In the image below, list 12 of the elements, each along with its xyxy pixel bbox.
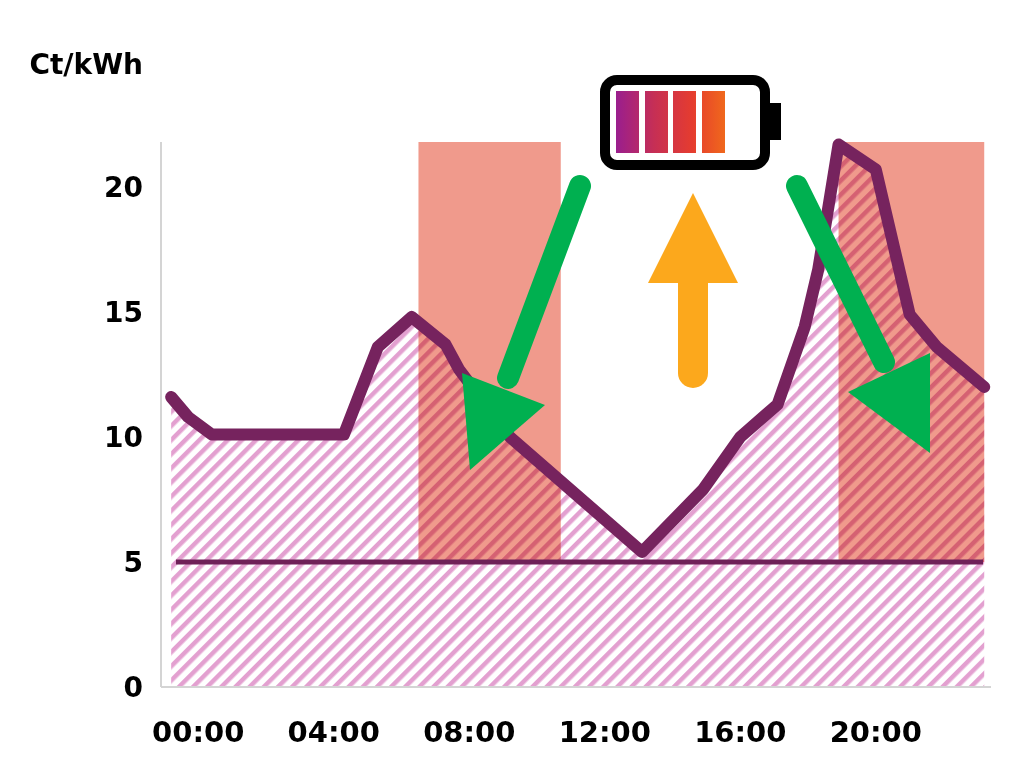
x-tick-label: 00:00 [152, 715, 245, 749]
x-tick-label: 12:00 [558, 715, 651, 749]
y-tick-label: 15 [104, 295, 143, 329]
x-tick-label: 16:00 [694, 715, 787, 749]
x-tick-label: 20:00 [829, 715, 922, 749]
y-tick-label: 10 [104, 420, 143, 454]
y-axis-title: Ct/kWh [29, 48, 143, 81]
y-tick-label: 0 [123, 670, 143, 704]
y-tick-label: 20 [104, 170, 143, 204]
x-tick-label: 08:00 [423, 715, 516, 749]
y-tick-label: 5 [123, 545, 143, 579]
x-tick-label: 04:00 [287, 715, 380, 749]
